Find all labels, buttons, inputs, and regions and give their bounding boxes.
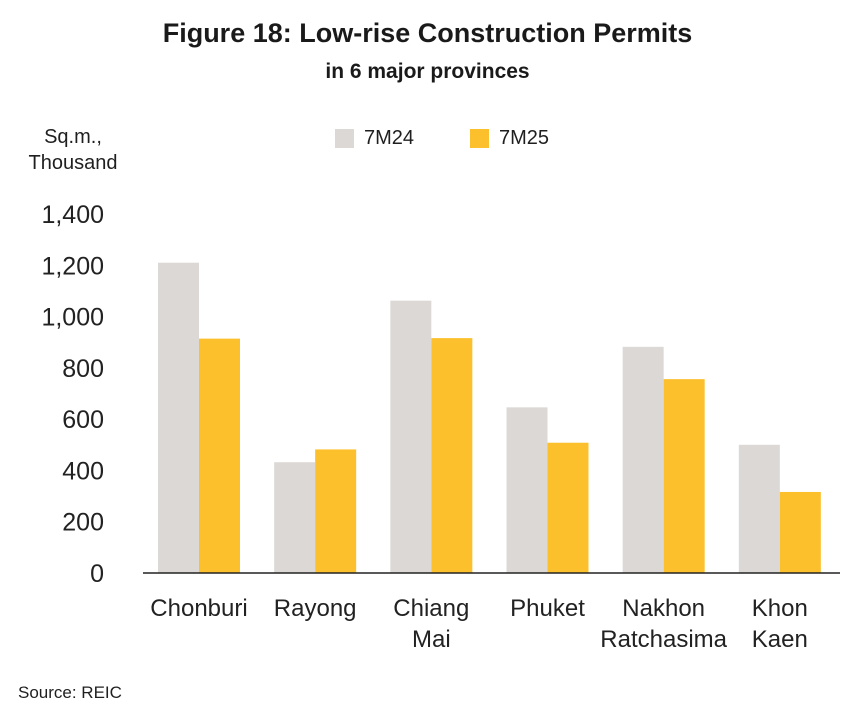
y-tick-label: 200	[62, 509, 104, 537]
bar-7m25-0	[199, 338, 240, 573]
chart-title: Figure 18: Low-rise Construction Permits	[162, 18, 693, 48]
y-axis-unit-line-2: Thousand	[28, 152, 118, 174]
bar-7m24-0	[158, 262, 199, 573]
x-tick-label: Nakhon	[622, 595, 705, 622]
y-tick-label: 400	[62, 457, 104, 485]
y-tick-label: 800	[62, 355, 104, 383]
legend-label-7m25: 7M25	[499, 127, 550, 149]
bar-7m24-2	[390, 300, 432, 573]
bar-7m24-5	[738, 444, 780, 573]
x-tick-label: Chiang	[393, 595, 469, 622]
x-tick-label: Phuket	[510, 595, 585, 622]
bar-7m24-1	[274, 462, 316, 573]
bar-7m25-5	[779, 491, 821, 573]
x-tick-label: Rayong	[274, 595, 357, 622]
chart-subtitle: in 6 major provinces	[325, 60, 530, 83]
bar-7m25-4	[663, 379, 705, 573]
bar-7m24-3	[506, 407, 548, 573]
legend-item-7m24: 7M24	[335, 127, 414, 150]
bar-7m25-1	[315, 449, 357, 573]
x-tick-label: Chonburi	[150, 595, 247, 622]
y-axis-unit-line-1: Sq.m.,	[44, 126, 102, 148]
y-tick-label: 1,000	[41, 304, 104, 332]
y-tick-label: 600	[62, 406, 104, 434]
legend-item-7m25: 7M25	[470, 127, 549, 150]
legend-swatch-7m24	[335, 129, 354, 148]
y-tick-label: 1,200	[41, 252, 104, 280]
legend-swatch-7m25	[470, 129, 489, 148]
source-note: Source: REIC	[18, 683, 122, 702]
x-tick-label: Kaen	[752, 626, 808, 653]
bar-7m24-4	[622, 346, 664, 573]
bar-7m25-3	[547, 442, 589, 573]
bar-7m25-2	[431, 338, 473, 573]
y-tick-label: 0	[90, 560, 104, 588]
y-tick-label: 1,400	[41, 201, 104, 229]
legend-label-7m24: 7M24	[364, 127, 415, 149]
x-tick-label: Mai	[412, 626, 451, 653]
x-tick-label: Khon	[752, 595, 808, 622]
x-tick-label: Ratchasima	[600, 626, 727, 653]
